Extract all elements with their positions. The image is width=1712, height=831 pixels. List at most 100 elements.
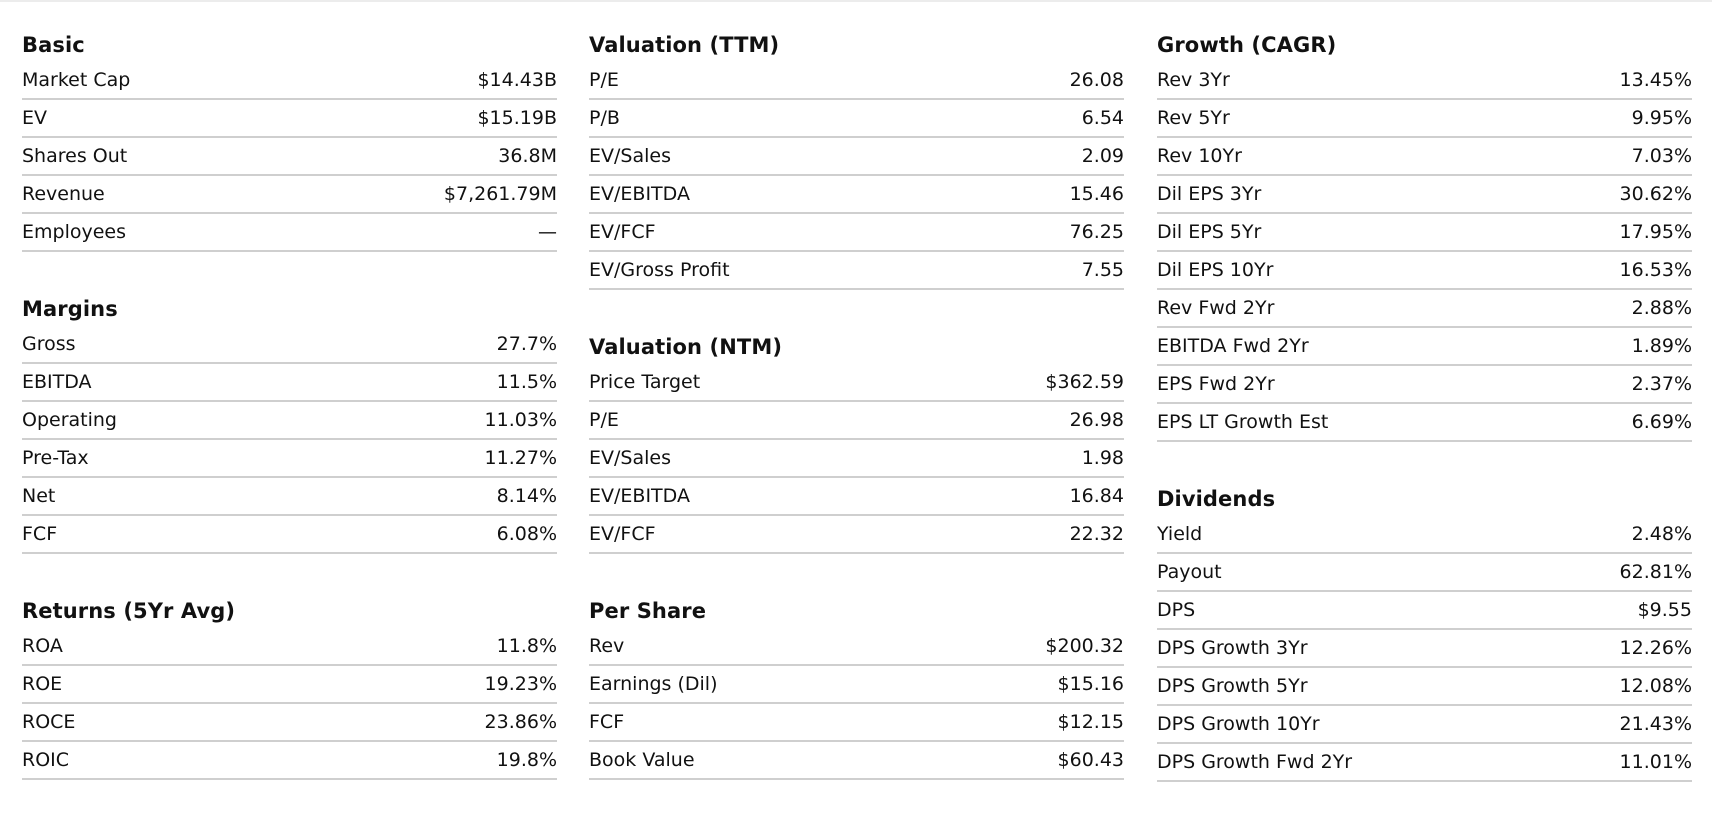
stat-row: Payout 62.81%: [1157, 554, 1692, 592]
stat-label: EBITDA Fwd 2Yr: [1157, 335, 1309, 357]
stat-label: Operating: [22, 409, 117, 431]
stat-row: EV $15.19B: [22, 100, 557, 138]
top-divider: [0, 0, 1712, 2]
stat-row: ROA 11.8%: [22, 628, 557, 666]
stat-label: FCF: [22, 523, 58, 545]
section-title: Returns (5Yr Avg): [22, 599, 236, 623]
stat-label: Gross: [22, 333, 76, 355]
section-title: Dividends: [1157, 487, 1276, 511]
stat-label: EV/Sales: [589, 145, 671, 167]
stat-value: 76.25: [1069, 221, 1124, 243]
stat-label: EPS Fwd 2Yr: [1157, 373, 1275, 395]
stats-column-1: Basic Market Cap $14.43B EV $15.19B Shares Ou…: [22, 28, 557, 780]
stat-value: 7.55: [1081, 259, 1124, 281]
stat-value: 26.08: [1069, 69, 1124, 91]
stat-label: Employees: [22, 221, 126, 243]
stat-value: 2.48%: [1631, 523, 1692, 545]
stat-label: Rev: [589, 635, 625, 657]
stat-row: FCF $12.15: [589, 704, 1124, 742]
stat-row: Shares Out 36.8M: [22, 138, 557, 176]
stat-label: ROCE: [22, 711, 76, 733]
stat-value: 8.14%: [496, 485, 557, 507]
stat-row: DPS Growth 3Yr 12.26%: [1157, 630, 1692, 668]
section-per-share: Per Share Rev $200.32 Earnings (Dil) $15.16 F…: [589, 594, 1124, 780]
stat-label: Dil EPS 5Yr: [1157, 221, 1262, 243]
stat-value: 6.54: [1081, 107, 1124, 129]
stat-label: EV/EBITDA: [589, 485, 690, 507]
stat-label: Rev Fwd 2Yr: [1157, 297, 1275, 319]
stat-value: 17.95%: [1619, 221, 1692, 243]
stats-column-3: Growth (CAGR) Rev 3Yr 13.45% Rev 5Yr 9.95% Re…: [1157, 28, 1692, 782]
stat-label: P/E: [589, 69, 619, 91]
stat-row: EBITDA Fwd 2Yr 1.89%: [1157, 328, 1692, 366]
section-title: Margins: [22, 297, 118, 321]
stat-row: Rev 5Yr 9.95%: [1157, 100, 1692, 138]
stat-row: Rev Fwd 2Yr 2.88%: [1157, 290, 1692, 328]
stat-row: EBITDA 11.5%: [22, 364, 557, 402]
stat-value: 21.43%: [1619, 713, 1692, 735]
stat-label: EV/Gross Profit: [589, 259, 730, 281]
section-title: Per Share: [589, 599, 707, 623]
stat-row: P/B 6.54: [589, 100, 1124, 138]
section-growth-cagr: Growth (CAGR) Rev 3Yr 13.45% Rev 5Yr 9.95% Re…: [1157, 28, 1692, 442]
stat-value: 6.08%: [496, 523, 557, 545]
stat-value: 11.03%: [484, 409, 557, 431]
stat-value: $9.55: [1637, 599, 1692, 621]
stat-value: 22.32: [1069, 523, 1124, 545]
section-returns-5yr-avg: Returns (5Yr Avg) ROA 11.8% ROE 19.23% ROCE 23…: [22, 594, 557, 780]
section-dividends: Dividends Yield 2.48% Payout 62.81% DPS $9.55 D…: [1157, 482, 1692, 782]
stat-value: 26.98: [1069, 409, 1124, 431]
stat-row: DPS Growth 10Yr 21.43%: [1157, 706, 1692, 744]
stat-label: DPS Growth 10Yr: [1157, 713, 1320, 735]
stat-row: Book Value $60.43: [589, 742, 1124, 780]
stat-value: 2.37%: [1631, 373, 1692, 395]
stat-value: 16.53%: [1619, 259, 1692, 281]
stat-row: P/E 26.98: [589, 402, 1124, 440]
stat-row: ROCE 23.86%: [22, 704, 557, 742]
stat-row: ROE 19.23%: [22, 666, 557, 704]
stat-value: 12.08%: [1619, 675, 1692, 697]
section-margins: Margins Gross 27.7% EBITDA 11.5% Operating 11.…: [22, 292, 557, 554]
stat-row: Revenue $7,261.79M: [22, 176, 557, 214]
stat-label: Shares Out: [22, 145, 128, 167]
stat-value: $14.43B: [477, 69, 557, 91]
stat-row: EV/Sales 2.09: [589, 138, 1124, 176]
stat-value: —: [538, 221, 557, 243]
stat-row: EV/EBITDA 15.46: [589, 176, 1124, 214]
stat-value: 11.27%: [484, 447, 557, 469]
stat-label: Market Cap: [22, 69, 131, 91]
section-title: Growth (CAGR): [1157, 33, 1337, 57]
stat-row: Price Target $362.59: [589, 364, 1124, 402]
stat-label: Yield: [1157, 523, 1203, 545]
stat-value: 36.8M: [498, 145, 557, 167]
stat-label: Dil EPS 10Yr: [1157, 259, 1274, 281]
stat-label: EBITDA: [22, 371, 92, 393]
section-title: Valuation (NTM): [589, 335, 783, 359]
stat-value: 6.69%: [1631, 411, 1692, 433]
stat-row: Rev 10Yr 7.03%: [1157, 138, 1692, 176]
stat-row: Dil EPS 5Yr 17.95%: [1157, 214, 1692, 252]
section-basic: Basic Market Cap $14.43B EV $15.19B Shares Ou…: [22, 28, 557, 252]
stat-label: DPS Growth Fwd 2Yr: [1157, 751, 1353, 773]
stat-label: DPS Growth 5Yr: [1157, 675, 1308, 697]
stat-label: Pre-Tax: [22, 447, 89, 469]
stat-label: Revenue: [22, 183, 105, 205]
stat-label: EV/EBITDA: [589, 183, 690, 205]
stat-value: 7.03%: [1631, 145, 1692, 167]
stat-row: Net 8.14%: [22, 478, 557, 516]
stat-label: Earnings (Dil): [589, 673, 718, 695]
stat-label: Dil EPS 3Yr: [1157, 183, 1262, 205]
stat-row: EV/FCF 22.32: [589, 516, 1124, 554]
stat-label: P/E: [589, 409, 619, 431]
stat-value: 1.98: [1081, 447, 1124, 469]
stat-row: Yield 2.48%: [1157, 516, 1692, 554]
stat-value: $362.59: [1045, 371, 1124, 393]
stat-value: 12.26%: [1619, 637, 1692, 659]
stat-label: DPS: [1157, 599, 1196, 621]
stat-label: FCF: [589, 711, 625, 733]
stat-row: EV/EBITDA 16.84: [589, 478, 1124, 516]
stat-value: 15.46: [1069, 183, 1124, 205]
section-title: Basic: [22, 33, 85, 57]
stat-value: $15.16: [1057, 673, 1124, 695]
section-valuation-ntm: Valuation (NTM) Price Target $362.59 P/E 26.…: [589, 330, 1124, 554]
